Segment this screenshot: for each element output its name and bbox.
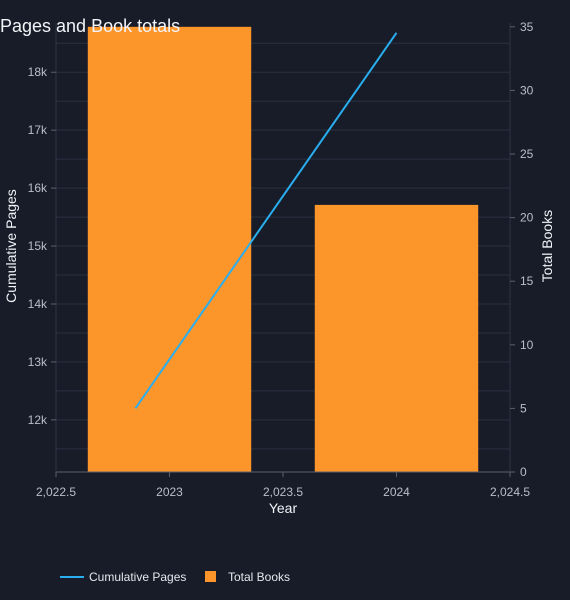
y-axis-title: Cumulative Pages <box>3 189 19 303</box>
legend-label-cumulative-pages: Cumulative Pages <box>89 570 186 584</box>
bar-series-total-books <box>88 27 478 472</box>
bar-total-books-2024 <box>315 205 478 472</box>
y-tick-label: 17k <box>28 123 48 137</box>
y2-tick-label: 15 <box>520 274 534 288</box>
x-tick-label: 2024 <box>383 485 410 499</box>
y-tick-label: 13k <box>28 355 48 369</box>
y2-tick-label: 10 <box>520 338 534 352</box>
x-axis-title: Year <box>269 500 298 516</box>
x-tick-label: 2,024.5 <box>490 485 530 499</box>
bar-total-books-2023 <box>88 27 251 472</box>
legend-label-total-books: Total Books <box>228 570 290 584</box>
y-tick-label: 18k <box>28 65 48 79</box>
y-tick-label: 12k <box>28 413 48 427</box>
y-tick-label: 16k <box>28 181 48 195</box>
legend-bar-swatch <box>205 571 216 582</box>
chart-title: Pages and Book totals <box>0 16 180 36</box>
x-tick-label: 2023 <box>156 485 183 499</box>
y2-tick-label: 35 <box>520 20 534 34</box>
legend: Cumulative Pages Total Books <box>60 570 290 584</box>
y-tick-label: 15k <box>28 239 48 253</box>
y2-tick-label: 30 <box>520 83 534 97</box>
x-tick-label: 2,022.5 <box>36 485 76 499</box>
y2-tick-label: 0 <box>520 465 527 479</box>
y2-tick-label: 25 <box>520 147 534 161</box>
y2-axis-title: Total Books <box>539 210 555 282</box>
y2-tick-label: 5 <box>520 401 527 415</box>
y2-tick-label: 20 <box>520 211 534 225</box>
y-tick-label: 14k <box>28 297 48 311</box>
x-tick-label: 2,023.5 <box>263 485 303 499</box>
